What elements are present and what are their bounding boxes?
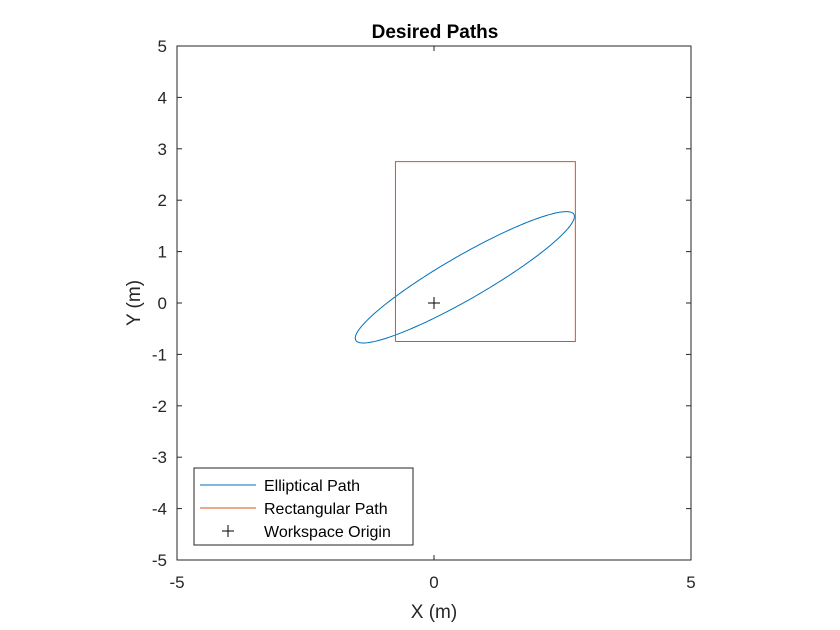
x-axis-title: X (m) <box>411 602 457 623</box>
series-layer <box>354 161 576 344</box>
x-axis-ticks: -5 0 5 <box>169 46 696 592</box>
y-tick-label: 3 <box>158 140 167 159</box>
y-tick-label: 1 <box>158 243 167 262</box>
legend-label-workspace-origin: Workspace Origin <box>264 524 391 541</box>
y-tick-label: -4 <box>152 500 167 519</box>
series-elliptical-path <box>354 211 575 344</box>
legend: Elliptical Path Rectangular Path Workspa… <box>193 467 414 546</box>
x-tick-label: 5 <box>686 573 695 592</box>
y-tick-label: -1 <box>152 345 167 364</box>
legend-box <box>193 467 414 546</box>
y-tick-label: 5 <box>158 37 167 56</box>
legend-swatch-workspace-origin <box>222 525 234 537</box>
y-axis-title: Y (m) <box>124 280 145 326</box>
y-axis-ticks: -5 -4 -3 -2 -1 0 1 2 3 4 5 <box>152 37 691 570</box>
y-tick-label: 0 <box>158 294 167 313</box>
y-tick-label: 2 <box>158 191 167 210</box>
y-tick-label: -5 <box>152 551 167 570</box>
chart-title: Desired Paths <box>372 22 499 43</box>
series-rectangular-path <box>394 161 576 343</box>
x-tick-label: -5 <box>169 573 184 592</box>
legend-label-rectangular-path: Rectangular Path <box>264 501 388 518</box>
y-tick-label: -2 <box>152 397 167 416</box>
y-tick-label: 4 <box>158 88 167 107</box>
workspace-origin-marker <box>428 297 440 309</box>
y-tick-label: -3 <box>152 448 167 467</box>
legend-label-elliptical-path: Elliptical Path <box>264 478 360 495</box>
x-tick-label: 0 <box>429 573 438 592</box>
